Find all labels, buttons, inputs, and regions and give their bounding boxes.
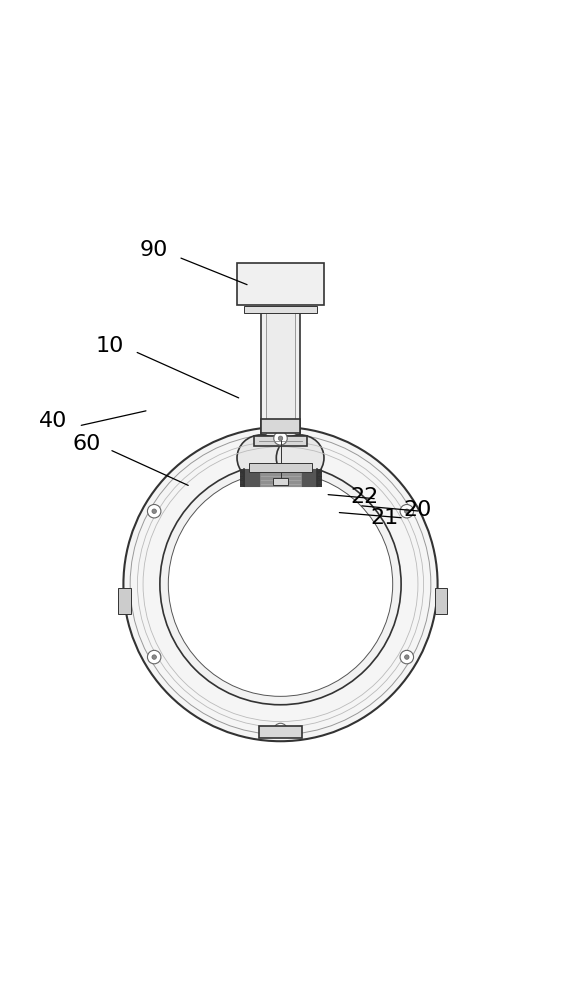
Bar [243,306,318,313]
Circle shape [274,723,287,737]
Text: 10: 10 [95,336,123,356]
Circle shape [148,650,161,664]
Circle shape [400,504,413,518]
Circle shape [152,509,157,513]
Bar [273,478,288,485]
Text: 22: 22 [351,487,379,507]
Bar [254,436,307,446]
Circle shape [130,434,431,734]
Bar [259,726,302,738]
Bar [118,588,131,614]
Text: 40: 40 [39,411,67,431]
Circle shape [274,432,287,445]
Bar [249,463,312,472]
Circle shape [400,650,413,664]
Circle shape [278,436,283,441]
Circle shape [168,472,393,696]
Ellipse shape [276,435,324,481]
Bar [266,313,295,435]
Ellipse shape [237,435,284,481]
Bar [261,419,300,433]
Text: 90: 90 [140,240,168,260]
Bar [435,588,447,614]
Text: 21: 21 [370,508,398,528]
Circle shape [404,509,409,513]
Text: 60: 60 [73,434,101,454]
Bar [261,313,300,435]
Circle shape [160,464,401,705]
Circle shape [278,728,283,732]
Bar [237,263,324,305]
Text: 20: 20 [404,500,432,520]
Circle shape [123,427,438,741]
Circle shape [152,655,157,659]
Circle shape [148,504,161,518]
Circle shape [404,655,409,659]
